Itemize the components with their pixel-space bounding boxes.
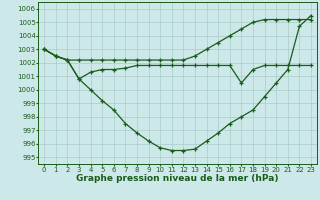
X-axis label: Graphe pression niveau de la mer (hPa): Graphe pression niveau de la mer (hPa) — [76, 174, 279, 183]
